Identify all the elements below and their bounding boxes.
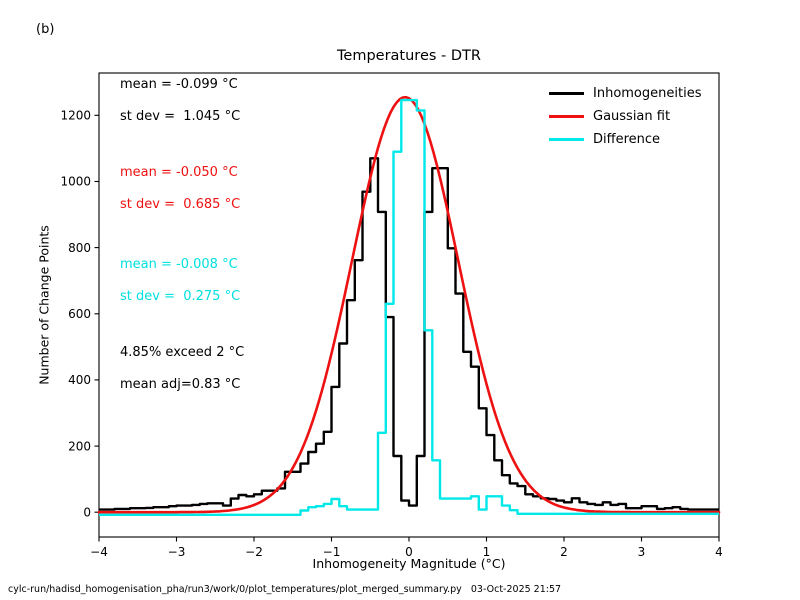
legend-row-difference: Difference [549,128,701,151]
annotation-black-mean: mean = -0.099 °C [120,77,238,92]
annotation-red-mean: mean = -0.050 °C [120,165,238,180]
annotation-mean-adj: mean adj=0.83 °C [120,377,241,392]
svg-text:200: 200 [68,439,91,453]
svg-text:4: 4 [715,545,723,559]
legend-row-gaussian-fit: Gaussian fit [549,105,701,128]
svg-text:1200: 1200 [60,109,91,123]
svg-text:−3: −3 [168,545,186,559]
svg-text:−2: −2 [245,545,263,559]
legend-line-red [549,115,584,118]
annotation-cyan-mean: mean = -0.008 °C [120,257,238,272]
svg-text:800: 800 [68,241,91,255]
svg-text:−1: −1 [323,545,341,559]
chart-title: Temperatures - DTR [337,48,481,64]
annotation-black-stdev: st dev = 1.045 °C [120,109,241,124]
legend-row-inhomogeneities: Inhomogeneities [549,82,701,105]
annotation-red-stdev: st dev = 0.685 °C [120,197,241,212]
svg-text:2: 2 [560,545,568,559]
source-path-timestamp: cylc-run/hadisd_homogenisation_pha/run3/… [8,584,562,595]
legend-label: Inhomogeneities [593,86,702,101]
legend-label: Gaussian fit [593,109,671,124]
svg-text:600: 600 [68,307,91,321]
y-axis-label: Number of Change Points [36,225,52,385]
annotation-cyan-stdev: st dev = 0.275 °C [120,289,241,304]
annotation-exceed: 4.85% exceed 2 °C [120,345,245,360]
svg-text:−4: −4 [90,545,108,559]
svg-text:1000: 1000 [60,175,91,189]
svg-text:3: 3 [638,545,646,559]
legend-line-cyan [549,138,584,141]
legend-label: Difference [593,132,661,147]
svg-text:0: 0 [405,545,413,559]
legend: Inhomogeneities Gaussian fit Difference [549,82,701,151]
panel-label: (b) [36,22,55,37]
svg-text:1: 1 [483,545,491,559]
svg-text:400: 400 [68,373,91,387]
x-axis-label: Inhomogeneity Magnitude (°C) [312,556,506,571]
svg-text:0: 0 [83,505,91,519]
legend-line-black [549,92,584,95]
